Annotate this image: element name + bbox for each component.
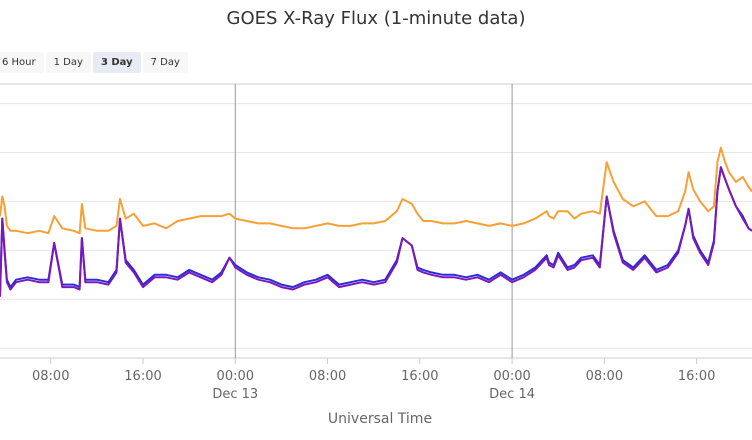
x-tick-label-6: 08:00 <box>586 369 623 384</box>
range-button-7-day[interactable]: 7 Day <box>142 52 188 73</box>
range-button-6-hour[interactable]: 6 Hour <box>0 52 44 73</box>
chart-title: GOES X-Ray Flux (1-minute data) <box>226 8 526 29</box>
x-tick-label-3: 08:00 <box>309 369 346 384</box>
x-tick-date-5: Dec 14 <box>489 387 535 402</box>
series-line-1 <box>0 166 752 295</box>
range-button-3-day[interactable]: 3 Day <box>92 52 141 73</box>
series-lines <box>0 146 752 297</box>
x-axis: 08:00 16:00 00:00 Dec 13 08:00 16:00 00:00 Dec … <box>32 358 715 402</box>
range-selector: 6 Hour 1 Day 3 Day 7 Day <box>0 52 188 73</box>
x-tick-label-0: 08:00 <box>32 369 69 384</box>
series-line-2 <box>0 166 752 297</box>
x-axis-title: Universal Time <box>327 411 433 427</box>
x-tick-label-1: 16:00 <box>124 369 161 384</box>
x-tick-label-7: 16:00 <box>678 369 715 384</box>
range-button-1-day[interactable]: 1 Day <box>45 52 91 73</box>
x-tick-label-5: 00:00 <box>493 369 530 384</box>
grid-lines <box>0 83 752 359</box>
x-tick-date-2: Dec 13 <box>212 387 258 402</box>
series-line-0 <box>0 146 752 235</box>
x-tick-label-4: 16:00 <box>401 369 438 384</box>
x-tick-label-2: 00:00 <box>217 369 254 384</box>
